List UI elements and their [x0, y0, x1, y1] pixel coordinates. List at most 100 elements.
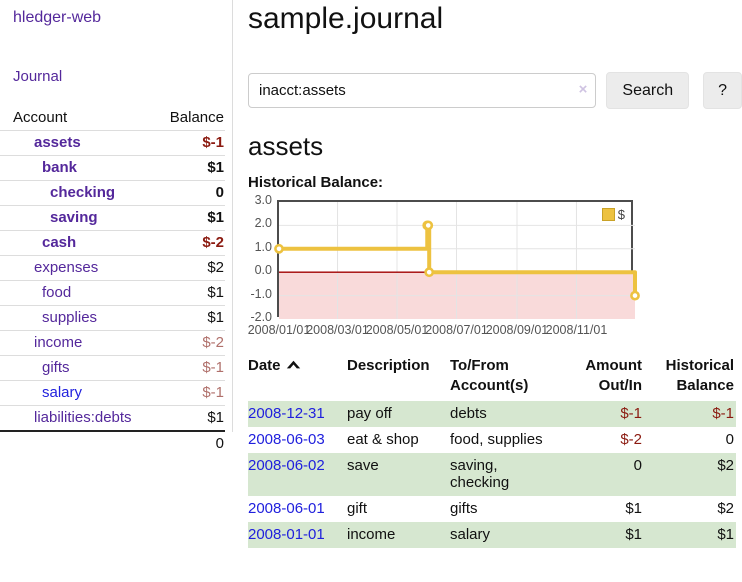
y-axis-tick-label: -1.0 — [250, 286, 272, 301]
x-axis-tick-label: 2008/11/01 — [545, 323, 608, 337]
account-link[interactable]: gifts — [42, 359, 70, 376]
accounts-table-header: Account Balance — [0, 106, 225, 131]
account-link[interactable]: food — [42, 284, 72, 301]
x-axis-tick-label: 2008/05/01 — [365, 323, 429, 337]
register-cell-balance: 0 — [725, 431, 734, 448]
register-cell-date: 2008-01-01 — [248, 526, 347, 543]
y-axis-tick-label: -2.0 — [250, 310, 272, 324]
clear-search-icon[interactable]: × — [578, 81, 588, 98]
y-axis-tick-label: 0.0 — [254, 263, 272, 278]
account-link[interactable]: liabilities:debts — [34, 409, 132, 426]
y-axis-tick-label: 2.0 — [254, 216, 272, 231]
account-row: supplies $1 — [0, 306, 225, 331]
register-cell-accounts: saving, checking — [450, 457, 510, 491]
register-cell-balance: $-1 — [712, 405, 734, 422]
account-balance: $1 — [207, 209, 224, 226]
register-cell-description: save — [347, 457, 379, 474]
account-link[interactable]: checking — [50, 184, 116, 201]
account-balance: $-2 — [202, 334, 224, 351]
register-cell-amount: $-2 — [620, 431, 642, 448]
register-cell-amount: $1 — [625, 526, 642, 543]
transaction-date-link[interactable]: 2008-06-01 — [248, 500, 325, 517]
account-row: bank $1 — [0, 156, 225, 181]
accounts-total: 0 — [0, 430, 225, 456]
account-row: checking 0 — [0, 181, 225, 206]
account-balance: $1 — [207, 409, 224, 426]
chart-title: Historical Balance: — [248, 174, 384, 191]
chart-canvas — [274, 202, 640, 319]
register-table: Date Description To/From Account(s) Amou… — [248, 354, 736, 548]
account-row: cash $-2 — [0, 231, 225, 256]
account-balance: $-1 — [202, 384, 224, 401]
data-point-marker — [424, 267, 435, 278]
register-header-row: Date Description To/From Account(s) Amou… — [248, 354, 736, 401]
search-button[interactable]: Search — [606, 72, 690, 109]
amount-col-header: Amount Out/In — [585, 357, 642, 394]
register-cell-date: 2008-06-01 — [248, 500, 347, 517]
date-col-header[interactable]: Date — [248, 356, 347, 396]
register-cell-balance: $2 — [717, 457, 734, 474]
series-label: $ — [617, 207, 625, 222]
register-cell-accounts: debts — [450, 405, 487, 422]
sidebar: hledger-web Journal Account Balance asse… — [0, 0, 225, 456]
search-box: × — [248, 73, 597, 108]
account-heading: assets — [248, 131, 324, 161]
register-cell-balance: $1 — [717, 526, 734, 543]
account-link[interactable]: expenses — [34, 259, 99, 276]
y-axis-tick-label: 3.0 — [254, 193, 272, 207]
description-col-header: Description — [347, 357, 430, 374]
chevron-up-icon — [286, 356, 301, 376]
account-link[interactable]: cash — [42, 234, 77, 251]
register-cell-accounts: food, supplies — [450, 431, 543, 448]
register-cell-amount: $-1 — [620, 405, 642, 422]
x-axis-tick-label: 2008/01/01 — [247, 323, 311, 337]
y-axis-tick-label: 1.0 — [254, 239, 272, 254]
account-row: income $-2 — [0, 331, 225, 356]
account-row: gifts $-1 — [0, 356, 225, 381]
register-cell-amount: $1 — [625, 500, 642, 517]
transaction-date-link[interactable]: 2008-06-02 — [248, 457, 325, 474]
register-cell-date: 2008-12-31 — [248, 405, 347, 422]
account-link[interactable]: bank — [42, 159, 78, 176]
account-balance: $-1 — [202, 134, 224, 151]
balance-col-header: Balance — [169, 109, 224, 126]
account-balance: $-1 — [202, 359, 224, 376]
account-balance: $-2 — [202, 234, 224, 251]
account-balance: 0 — [215, 184, 224, 201]
register-row: 2008-06-03 eat & shop food, supplies $-2 0 — [248, 427, 736, 453]
transaction-date-link[interactable]: 2008-12-31 — [248, 405, 325, 422]
search-input[interactable] — [248, 73, 597, 108]
account-balance: $1 — [207, 309, 224, 326]
register-row: 2008-12-31 pay off debts $-1 $-1 — [248, 401, 736, 427]
account-row: expenses $2 — [0, 256, 225, 281]
account-row: salary $-1 — [0, 381, 225, 406]
register-row: 2008-06-02 save saving, checking 0 $2 — [248, 453, 736, 496]
register-cell-description: income — [347, 526, 396, 543]
account-link[interactable]: income — [34, 334, 83, 351]
accounts-col-header: Account — [13, 109, 68, 126]
help-button[interactable]: ? — [703, 72, 742, 109]
account-balance: $1 — [207, 284, 224, 301]
account-link[interactable]: salary — [42, 384, 83, 401]
data-point-marker — [630, 290, 640, 301]
register-cell-accounts: gifts — [450, 500, 478, 517]
register-cell-description: gift — [347, 500, 368, 517]
sidebar-item-journal[interactable]: Journal — [13, 68, 63, 85]
historical-balance-chart: $ 3.0 2.0 1.0 0.0 -1.0 -2.0 2008/01/01 2008/03/… — [248, 192, 742, 350]
transaction-date-link[interactable]: 2008-01-01 — [248, 526, 325, 543]
x-axis-tick-label: 2008/07/01 — [425, 323, 488, 337]
balance-col-header: Historical Balance — [665, 357, 734, 394]
tofrom-col-header: To/From Account(s) — [450, 357, 529, 394]
chart-legend: $ — [599, 207, 627, 222]
app-title-link[interactable]: hledger-web — [13, 9, 102, 26]
account-link[interactable]: saving — [50, 209, 98, 226]
main-content: sample.journal × Search ? assets Histori… — [248, 0, 742, 548]
transaction-date-link[interactable]: 2008-06-03 — [248, 431, 325, 448]
account-balance: $1 — [207, 159, 224, 176]
register-cell-date: 2008-06-02 — [248, 457, 347, 491]
account-link[interactable]: supplies — [42, 309, 98, 326]
register-cell-description: eat & shop — [347, 431, 419, 448]
account-row: food $1 — [0, 281, 225, 306]
account-link[interactable]: assets — [34, 134, 81, 151]
